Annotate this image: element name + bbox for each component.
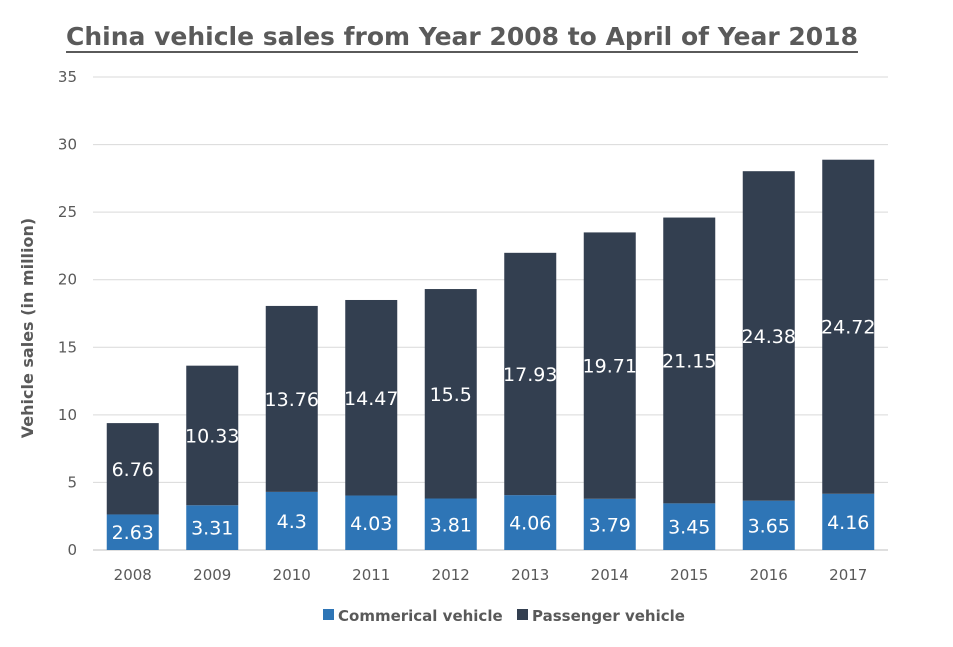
y-tick-label: 30	[58, 136, 77, 154]
y-tick-label: 10	[58, 406, 77, 424]
commercial-value-label-2017: 4.16	[827, 512, 869, 534]
commercial-value-label-2013: 4.06	[509, 513, 551, 535]
commercial-bar-2017	[822, 493, 875, 550]
y-tick-label: 20	[58, 271, 77, 289]
passenger-value-label-2010: 13.76	[265, 389, 319, 411]
commercial-value-label-2009: 3.31	[191, 518, 233, 540]
y-axis-ticks: 0 5 10 15 20 25 30 35	[58, 68, 77, 559]
passenger-bar-2012	[424, 289, 477, 499]
passenger-bar-2015	[663, 217, 716, 504]
legend: Commerical vehicle Passenger vehicle	[323, 607, 685, 625]
passenger-bar-2011	[345, 299, 398, 496]
chart-title: China vehicle sales from Year 2008 to Ap…	[66, 22, 858, 51]
commercial-bar-2008	[106, 514, 159, 550]
bar-value-labels: 2.63 6.76 3.31 10.33 4.3 13.76 4.03 14.47 3.81 15…	[112, 317, 876, 544]
passenger-legend-swatch	[517, 609, 528, 620]
passenger-bar-2016	[742, 171, 795, 501]
commercial-bar-2009	[186, 505, 239, 550]
passenger-bar-2010	[265, 305, 318, 492]
y-tick-label: 5	[67, 473, 77, 491]
x-tick-label: 2015	[670, 566, 708, 584]
commercial-value-label-2014: 3.79	[589, 514, 631, 536]
x-tick-label: 2013	[511, 566, 549, 584]
commercial-bar-2016	[742, 500, 795, 550]
y-tick-label: 15	[58, 338, 77, 356]
passenger-value-label-2017: 24.72	[821, 317, 875, 339]
x-tick-label: 2012	[432, 566, 470, 584]
passenger-value-label-2009: 10.33	[185, 425, 239, 447]
commercial-legend-swatch	[323, 609, 334, 620]
y-axis-label: Vehicle sales (in million)	[18, 218, 37, 438]
y-tick-label: 25	[58, 203, 77, 221]
commercial-bar-2015	[663, 503, 716, 550]
passenger-value-label-2015: 21.15	[662, 350, 716, 372]
passenger-value-label-2014: 19.71	[583, 356, 637, 378]
x-tick-label: 2011	[352, 566, 390, 584]
commercial-value-label-2016: 3.65	[748, 515, 790, 537]
x-tick-label: 2014	[591, 566, 629, 584]
commercial-bar-2011	[345, 495, 398, 550]
passenger-value-label-2016: 24.38	[742, 326, 796, 348]
commercial-bar-2013	[504, 495, 557, 550]
passenger-bar-2009	[186, 365, 239, 506]
commercial-value-label-2010: 4.3	[277, 511, 307, 533]
x-tick-label: 2009	[193, 566, 231, 584]
passenger-bar-2014	[583, 232, 636, 499]
passenger-bar-2017	[822, 159, 875, 494]
passenger-value-label-2008: 6.76	[112, 459, 154, 481]
x-tick-label: 2017	[829, 566, 867, 584]
commercial-legend-label: Commerical vehicle	[338, 607, 503, 625]
commercial-bar-2014	[583, 498, 636, 550]
commercial-value-label-2012: 3.81	[430, 514, 472, 536]
commercial-value-label-2008: 2.63	[112, 522, 154, 544]
commercial-bar-2010	[265, 491, 318, 550]
commercial-value-label-2015: 3.45	[668, 517, 710, 539]
passenger-value-label-2013: 17.93	[503, 364, 557, 386]
y-tick-label: 35	[58, 68, 77, 86]
x-tick-label: 2008	[114, 566, 152, 584]
x-tick-label: 2016	[750, 566, 788, 584]
y-tick-label: 0	[67, 541, 77, 559]
x-tick-label: 2010	[273, 566, 311, 584]
commercial-bar-2012	[424, 498, 477, 550]
passenger-legend-label: Passenger vehicle	[532, 607, 685, 625]
passenger-bar-2008	[106, 423, 159, 515]
bars	[106, 159, 875, 550]
passenger-value-label-2011: 14.47	[344, 388, 398, 410]
passenger-bar-2013	[504, 252, 557, 496]
x-axis-ticks: 2008 2009 2010 2011 2012 2013 2014 2015 2016 2017	[114, 566, 868, 584]
commercial-value-label-2011: 4.03	[350, 513, 392, 535]
passenger-value-label-2012: 15.5	[430, 384, 472, 406]
